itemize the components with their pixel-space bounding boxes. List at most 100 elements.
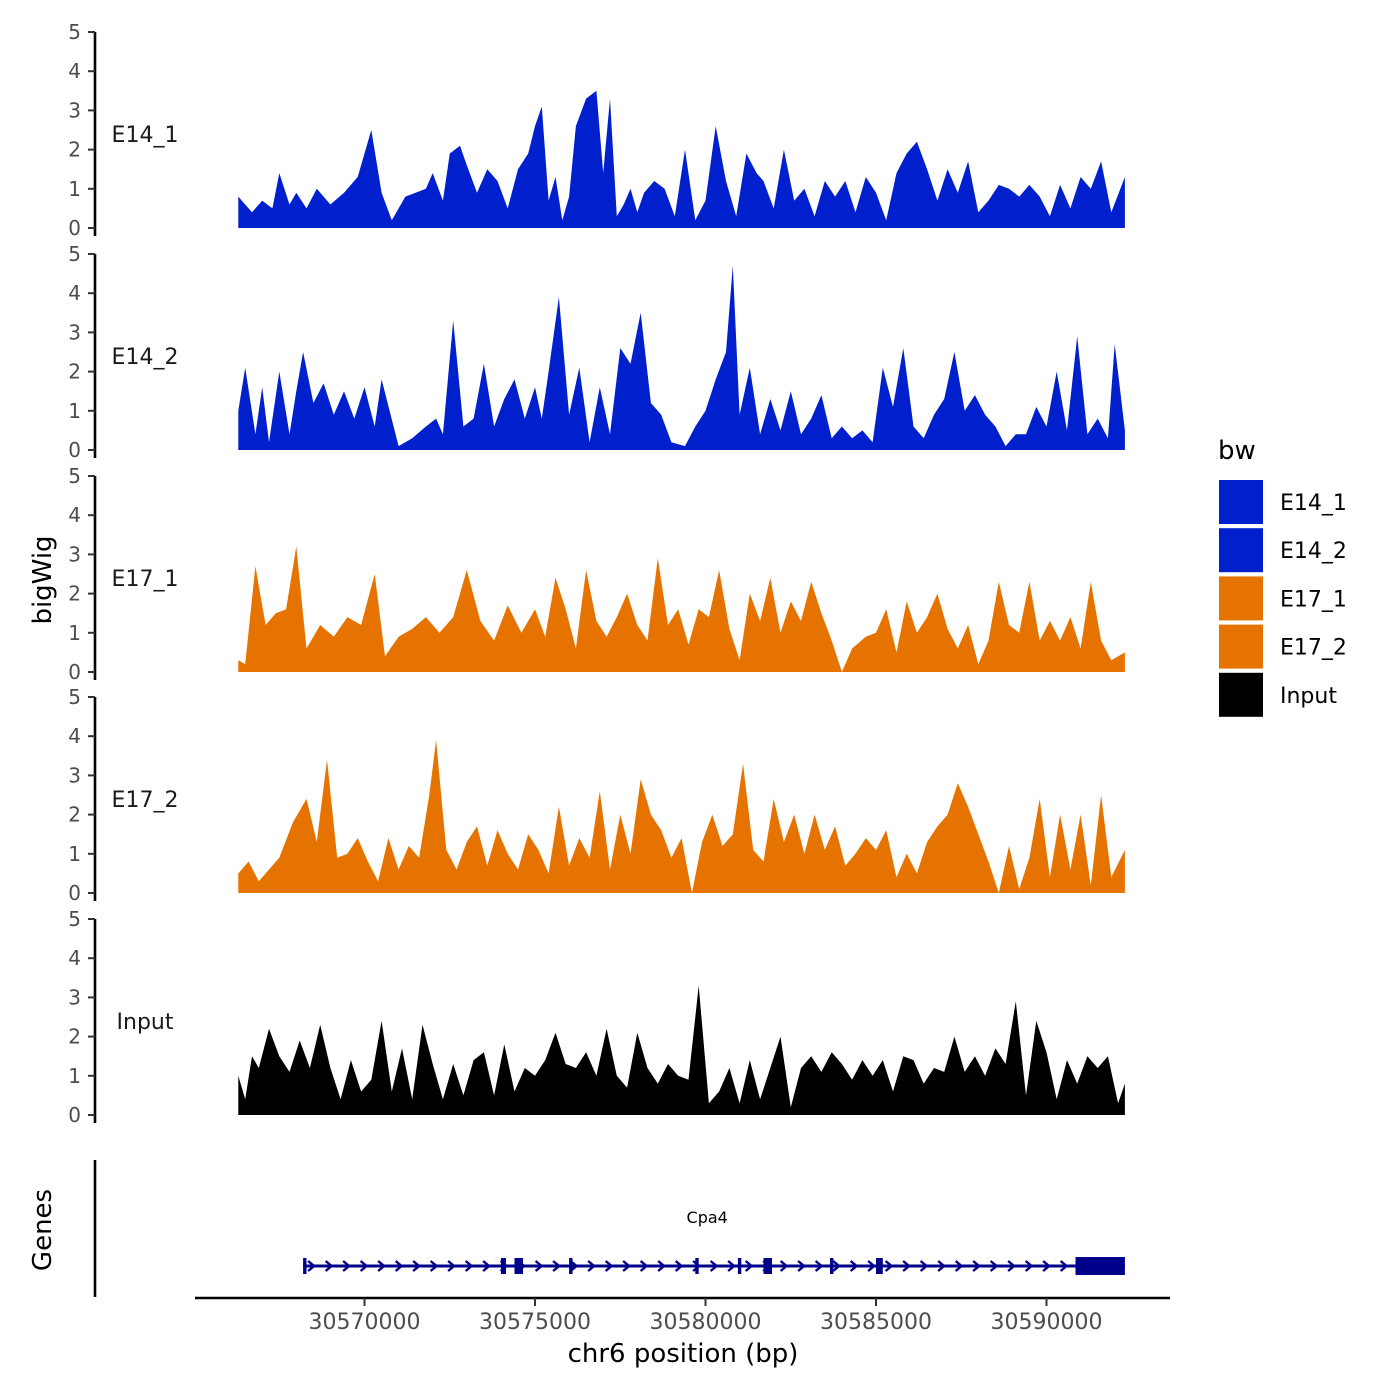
y-tick-label: 2 <box>68 138 81 162</box>
strand-arrow <box>657 1260 666 1272</box>
x-tick-label: 30580000 <box>650 1310 762 1335</box>
strand-arrow <box>464 1260 474 1272</box>
x-axis-title: chr6 position (bp) <box>568 1339 799 1369</box>
legend-swatch-e14-2 <box>1219 528 1263 573</box>
strand-arrow <box>972 1260 981 1272</box>
strand-arrow <box>342 1260 351 1272</box>
strand-arrow <box>902 1260 911 1272</box>
strand-arrow <box>447 1260 456 1272</box>
strand-arrow <box>604 1260 614 1272</box>
y-tick-label: 3 <box>68 98 81 122</box>
strand-arrow <box>1024 1260 1034 1272</box>
strand-arrow <box>534 1260 544 1272</box>
legend-label-e17-2: E17_2 <box>1280 636 1347 661</box>
y-tick-label: 1 <box>68 1064 81 1088</box>
strand-arrow <box>884 1260 894 1272</box>
strand-arrow <box>429 1260 439 1272</box>
y-tick-label: 2 <box>68 582 81 606</box>
track-e14-1: 0 1 2 3 4 5 E14_1 <box>68 20 1125 240</box>
legend-label-input: Input <box>1280 684 1337 709</box>
track-e17-1: 0 1 2 3 4 5 E17_1 <box>68 464 1125 684</box>
strand-arrow <box>552 1260 561 1272</box>
track-label: E14_2 <box>112 345 179 370</box>
y-tick-label: 2 <box>68 803 81 827</box>
strand-arrow <box>394 1260 404 1272</box>
x-tick-label: 30575000 <box>479 1310 591 1335</box>
signal-tracks: 0 1 2 3 4 5 E14_1 0 1 2 3 4 5 E14_2 0 1 2 3 4 5 E17_1 0 1 2 3 4 5 E… <box>68 20 1125 1127</box>
signal-area-input <box>238 985 1125 1115</box>
legend-swatch-input <box>1219 672 1263 717</box>
exon <box>500 1258 506 1274</box>
y-tick-label: 2 <box>68 360 81 384</box>
gene-name-label: Cpa4 <box>687 1208 728 1227</box>
signal-area-e14-1 <box>238 90 1125 228</box>
exon <box>830 1258 834 1274</box>
y-tick-label: 3 <box>68 985 81 1009</box>
y-tick-label: 5 <box>68 464 81 488</box>
y-tick-label: 1 <box>68 621 81 645</box>
y-tick-label: 0 <box>68 216 81 240</box>
y-tick-label: 5 <box>68 242 81 266</box>
track-label: E14_1 <box>112 123 179 148</box>
y-tick-label: 0 <box>68 438 81 462</box>
exon <box>695 1258 699 1274</box>
y-tick-label: 4 <box>68 281 81 305</box>
track-input: 0 1 2 3 4 5 Input <box>68 907 1125 1127</box>
x-tick-label: 30585000 <box>820 1310 932 1335</box>
strand-arrow <box>377 1260 386 1272</box>
strand-arrow <box>727 1260 736 1272</box>
exon <box>876 1258 883 1274</box>
strand-arrow <box>954 1260 964 1272</box>
strand-arrow <box>587 1260 596 1272</box>
exon <box>569 1258 573 1274</box>
y-tick-label: 1 <box>68 177 81 201</box>
y-tick-label: 2 <box>68 1025 81 1049</box>
y-axis-title: bigWig <box>28 535 58 624</box>
strand-arrow <box>849 1260 859 1272</box>
y-tick-label: 4 <box>68 946 81 970</box>
y-tick-label: 3 <box>68 542 81 566</box>
legend-label-e14-2: E14_2 <box>1280 539 1347 564</box>
y-tick-label: 3 <box>68 320 81 344</box>
exon <box>763 1258 772 1274</box>
legend: bw E14_1 E14_2 E17_1 E17_2 Input <box>1218 436 1347 717</box>
strand-arrow <box>744 1260 754 1272</box>
y-tick-label: 3 <box>68 763 81 787</box>
signal-area-e17-2 <box>238 740 1125 893</box>
y-tick-label: 5 <box>68 907 81 931</box>
y-tick-label: 5 <box>68 20 81 44</box>
strand-arrow <box>989 1260 999 1272</box>
strand-arrow <box>307 1260 316 1272</box>
legend-swatch-e14-1 <box>1219 480 1263 524</box>
strand-arrow <box>639 1260 649 1272</box>
y-tick-label: 4 <box>68 724 81 748</box>
track-label: Input <box>117 1010 174 1035</box>
strand-arrow <box>937 1260 946 1272</box>
signal-area-e14-2 <box>238 265 1125 450</box>
y-tick-label: 1 <box>68 399 81 423</box>
track-e17-2: 0 1 2 3 4 5 E17_2 <box>68 685 1125 905</box>
track-label: E17_2 <box>112 788 179 813</box>
strand-arrow <box>482 1260 491 1272</box>
y-tick-label: 4 <box>68 503 81 527</box>
strand-arrow <box>412 1260 421 1272</box>
track-label: E17_1 <box>112 567 179 592</box>
strand-arrow <box>1059 1260 1069 1272</box>
exon <box>514 1258 523 1274</box>
x-tick-label: 30590000 <box>991 1310 1103 1335</box>
strand-arrow <box>569 1260 579 1272</box>
strand-arrow <box>324 1260 334 1272</box>
legend-label-e14-1: E14_1 <box>1280 491 1347 516</box>
y-tick-label: 4 <box>68 59 81 83</box>
strand-arrow <box>674 1260 684 1272</box>
x-axis: 30570000 30575000 30580000 30585000 30590000 <box>195 1296 1170 1335</box>
strand-arrow <box>622 1260 631 1272</box>
strand-arrow <box>867 1260 876 1272</box>
strand-arrow <box>1007 1260 1016 1272</box>
track-e14-2: 0 1 2 3 4 5 E14_2 <box>68 242 1125 462</box>
legend-swatch-e17-2 <box>1219 624 1263 669</box>
genes-axis-title: Genes <box>28 1189 58 1271</box>
strand-arrow <box>692 1260 701 1272</box>
exon <box>737 1258 742 1274</box>
